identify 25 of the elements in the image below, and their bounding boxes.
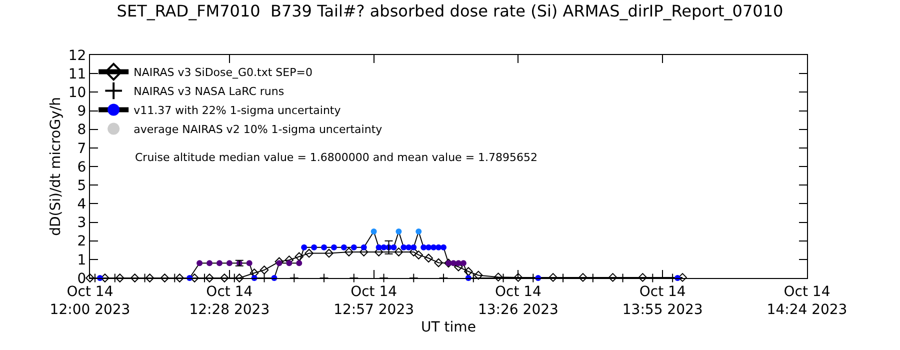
y-tick-label: 10	[68, 85, 86, 102]
y-tick-label: 7	[77, 140, 86, 157]
x-tick-label: Oct 14 14:24 2023	[766, 284, 848, 318]
y-tick-label: 6	[77, 159, 86, 176]
y-tick-label: 1	[77, 252, 86, 268]
legend-label: NAIRAS v3 NASA LaRC runs	[134, 85, 284, 98]
legend-label: NAIRAS v3 SiDose_G0.txt SEP=0	[134, 66, 312, 80]
x-tick-label: Oct 14 13:55 2023	[622, 284, 703, 318]
chart-title: SET_RAD_FM7010 B739 Tail#? absorbed dose rate (Si) ARMAS_dirIP_Report_07010	[116, 1, 784, 20]
x-axis-title: UT time	[421, 319, 476, 336]
x-tick-label: Oct 14 12:28 2023	[189, 284, 270, 318]
y-tick-label: 11	[68, 66, 86, 82]
y-tick-label: 4	[77, 196, 86, 213]
y-tick-label: 2	[77, 234, 86, 250]
y-axis-title: dD(Si)/dt microGy/h	[48, 97, 64, 236]
y-tick-label: 12	[68, 48, 86, 64]
y-tick-label: 5	[77, 178, 86, 194]
y-tick-label: 8	[77, 122, 86, 138]
legend-label: v11.37 with 22% 1-sigma uncertainty	[134, 104, 342, 118]
x-tick-label: Oct 14 13:26 2023	[478, 284, 558, 318]
legend-label: average NAIRAS v2 10% 1-sigma uncertainty	[134, 123, 383, 136]
y-tick-label: 9	[77, 104, 86, 120]
y-tick-label: 3	[77, 215, 86, 232]
annotation: Cruise altitude median value = 1.6800000 and mean value = 1.7895652	[135, 151, 538, 164]
x-tick-label: Oct 14 12:57 2023	[334, 284, 414, 318]
